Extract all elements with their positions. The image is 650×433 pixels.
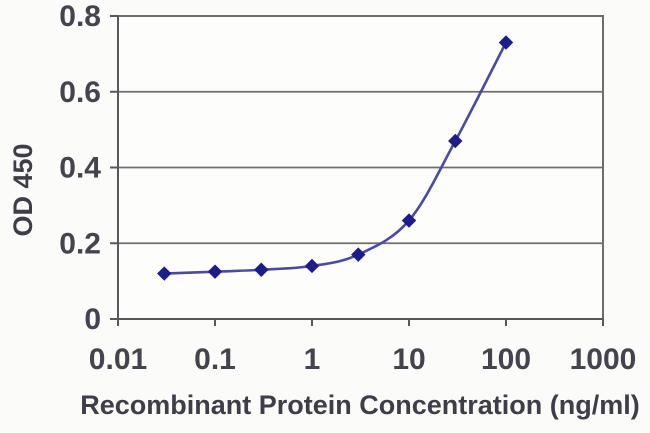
data-point-marker xyxy=(498,35,514,50)
y-axis-title: OD 450 xyxy=(8,143,38,236)
data-point-marker xyxy=(254,262,269,277)
data-point-marker xyxy=(401,213,417,228)
data-point-marker xyxy=(207,264,223,279)
y-tick-label: 0 xyxy=(84,303,101,336)
y-tick-label: 0.2 xyxy=(59,227,101,260)
x-axis-title: Recombinant Protein Concentration (ng/ml… xyxy=(80,390,640,420)
x-axis-tick-labels: 0.01 0.1 1 10 100 1000 xyxy=(89,343,637,376)
gridlines xyxy=(118,90,603,245)
data-point-marker xyxy=(448,133,463,149)
y-tick-label: 0.4 xyxy=(59,152,101,185)
data-point-marker xyxy=(351,247,366,262)
x-tick-label: 100 xyxy=(481,343,531,376)
x-tick-label: 10 xyxy=(392,343,425,376)
data-point-marker xyxy=(304,258,320,274)
y-axis-tick-labels: 0 0.2 0.4 0.6 0.8 xyxy=(59,0,101,336)
y-tick-label: 0.6 xyxy=(59,76,101,109)
y-tick-label: 0.8 xyxy=(59,0,101,33)
x-tick-label: 0.1 xyxy=(194,343,236,376)
y-axis-ticks xyxy=(110,15,118,320)
x-axis-ticks xyxy=(117,319,604,326)
x-tick-label: 0.01 xyxy=(89,343,147,376)
x-tick-label: 1 xyxy=(304,343,321,376)
series-markers xyxy=(157,35,514,281)
x-tick-label: 1000 xyxy=(570,343,637,376)
data-point-marker xyxy=(157,266,172,281)
